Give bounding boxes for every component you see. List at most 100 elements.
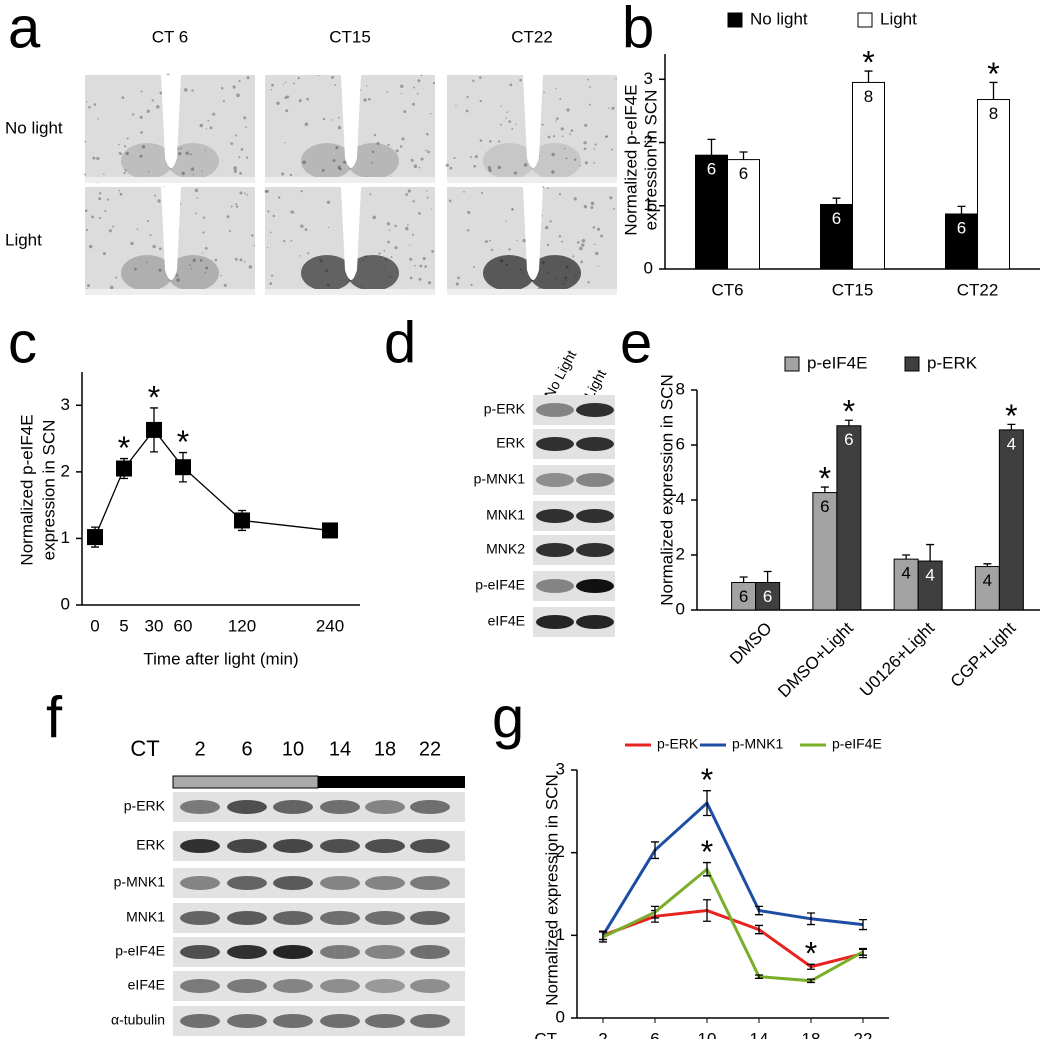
error-bar — [859, 918, 867, 931]
marker — [116, 460, 132, 477]
legend-swatch — [784, 356, 800, 372]
micrograph-speck — [272, 214, 275, 218]
micrograph-speck — [205, 266, 209, 270]
blot-band — [320, 800, 360, 814]
micrograph-speck — [407, 189, 411, 193]
micrograph-speck — [545, 225, 549, 230]
micrograph-speck — [480, 191, 484, 195]
error-bar — [703, 861, 711, 877]
micrograph-speck — [85, 228, 89, 231]
micrograph-speck — [285, 81, 287, 83]
error-bar — [820, 486, 829, 493]
x-tick-label: 120 — [228, 616, 256, 635]
x-tick-label: 10 — [698, 1029, 717, 1039]
micrograph-speck — [207, 119, 210, 122]
micrograph-speck — [378, 252, 381, 255]
micrograph-speck — [583, 147, 587, 151]
micrograph-speck — [192, 258, 196, 262]
micrograph-speck — [266, 246, 269, 249]
micrograph-speck — [369, 193, 372, 196]
legend-swatch — [904, 356, 920, 372]
micrograph-speck — [427, 281, 432, 285]
micrograph-speck — [559, 97, 562, 100]
micrograph-speck — [383, 249, 386, 252]
error-bar — [957, 205, 966, 214]
bar — [695, 154, 728, 270]
micrograph-speck — [185, 151, 189, 155]
micrograph-speck — [230, 142, 234, 145]
micrograph-speck — [407, 224, 409, 226]
x-tick-label: CT6 — [711, 280, 743, 299]
y-tick-label: 0 — [676, 599, 685, 618]
micrograph-speck — [587, 78, 589, 81]
micrograph-speck — [118, 189, 121, 192]
micrograph-speck — [191, 89, 194, 92]
micrograph-speck — [418, 277, 422, 281]
micrograph-speck — [334, 83, 337, 86]
micrograph-speck — [158, 268, 162, 272]
blot-strip — [173, 971, 465, 1001]
micrograph-speck — [455, 105, 457, 107]
micrograph-speck — [410, 158, 414, 162]
micrograph-speck — [583, 141, 587, 145]
error-bar — [844, 419, 853, 426]
error-bar — [755, 974, 763, 979]
micrograph-speck — [580, 260, 583, 264]
column-header: CT — [130, 736, 159, 761]
micrograph-speck — [558, 193, 562, 196]
significance-star: * — [987, 56, 999, 92]
blot-row-label: ERK — [136, 837, 165, 853]
sample-size: 6 — [820, 497, 829, 516]
micrograph-speck — [466, 229, 470, 232]
micrograph-speck — [139, 115, 143, 119]
blot-band — [536, 403, 574, 417]
micrograph-speck — [558, 235, 562, 238]
blot-band — [227, 876, 267, 890]
micrograph-speck — [300, 224, 304, 228]
sample-size: 4 — [983, 571, 992, 590]
micrograph-speck — [555, 87, 557, 90]
micrograph-speck — [516, 239, 518, 242]
micrograph-speck — [115, 276, 118, 279]
micrograph-speck — [522, 238, 526, 243]
error-bar — [1007, 423, 1016, 430]
micrograph-ventricle — [341, 75, 361, 168]
micrograph-speck — [426, 196, 429, 199]
micrograph-speck — [238, 156, 241, 159]
micrograph-speck — [600, 234, 604, 238]
blot-band — [273, 1014, 313, 1028]
micrograph-speck — [592, 226, 596, 229]
x-tick-label: 30 — [145, 616, 164, 635]
micrograph-speck — [508, 120, 512, 124]
micrograph-speck — [335, 146, 339, 150]
micrograph-speck — [270, 88, 272, 91]
blot-band — [410, 876, 450, 890]
micrograph-speck — [209, 126, 213, 130]
blot-band — [273, 800, 313, 814]
micrograph-scn — [483, 143, 535, 179]
bar — [998, 429, 1024, 611]
blot-band — [410, 1014, 450, 1028]
micrograph-speck — [337, 125, 342, 130]
micrograph-speck — [552, 135, 556, 138]
micrograph-speck — [112, 225, 115, 228]
sample-size: 6 — [739, 587, 748, 606]
micrograph-speck — [405, 193, 409, 196]
error-bar — [902, 554, 911, 560]
micrograph-speck — [283, 239, 286, 243]
micrograph-speck — [561, 135, 564, 138]
micrograph-speck — [284, 96, 288, 100]
micrograph-speck — [418, 212, 421, 215]
micrograph-speck — [246, 76, 250, 80]
micrograph-speck — [159, 91, 163, 95]
blot-band — [410, 911, 450, 925]
y-tick-label: 2 — [676, 544, 685, 563]
micrograph-speck — [96, 156, 100, 161]
marker — [87, 529, 103, 546]
micrograph-speck — [593, 243, 596, 246]
blot-strip — [533, 465, 615, 495]
micrograph-ventricle — [523, 75, 543, 168]
micrograph-speck — [365, 85, 368, 87]
y-axis-title: expression in SCN — [641, 90, 660, 231]
light-phase-bar — [172, 775, 319, 789]
